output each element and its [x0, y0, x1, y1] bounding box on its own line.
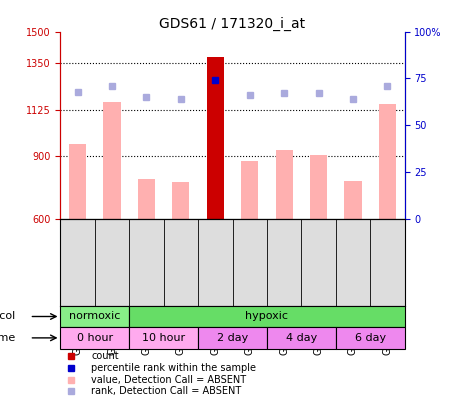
Bar [276, 150, 293, 219]
Text: value, Detection Call = ABSENT: value, Detection Call = ABSENT [92, 375, 246, 385]
Bar [344, 181, 362, 219]
Bar [60, 306, 129, 327]
Text: 0 hour: 0 hour [77, 333, 113, 343]
Bar [206, 57, 224, 219]
Bar [69, 144, 86, 219]
Bar [129, 306, 405, 327]
Text: rank, Detection Call = ABSENT: rank, Detection Call = ABSENT [92, 386, 242, 396]
Text: normoxic: normoxic [69, 312, 120, 322]
Bar [336, 327, 405, 348]
Text: 4 day: 4 day [286, 333, 317, 343]
Bar [129, 327, 198, 348]
Bar [267, 327, 336, 348]
Bar [379, 105, 396, 219]
Text: 10 hour: 10 hour [142, 333, 185, 343]
Text: count: count [92, 351, 119, 362]
Bar [103, 103, 121, 219]
Text: time: time [0, 333, 16, 343]
Bar [60, 327, 129, 348]
Bar [241, 161, 259, 219]
Text: 2 day: 2 day [217, 333, 248, 343]
Text: 6 day: 6 day [355, 333, 385, 343]
Bar [310, 156, 327, 219]
Bar [198, 327, 267, 348]
Text: protocol: protocol [0, 312, 16, 322]
Title: GDS61 / 171320_i_at: GDS61 / 171320_i_at [159, 17, 306, 30]
Text: hypoxic: hypoxic [246, 312, 288, 322]
Text: percentile rank within the sample: percentile rank within the sample [92, 363, 256, 373]
Bar [172, 183, 190, 219]
Bar [138, 179, 155, 219]
